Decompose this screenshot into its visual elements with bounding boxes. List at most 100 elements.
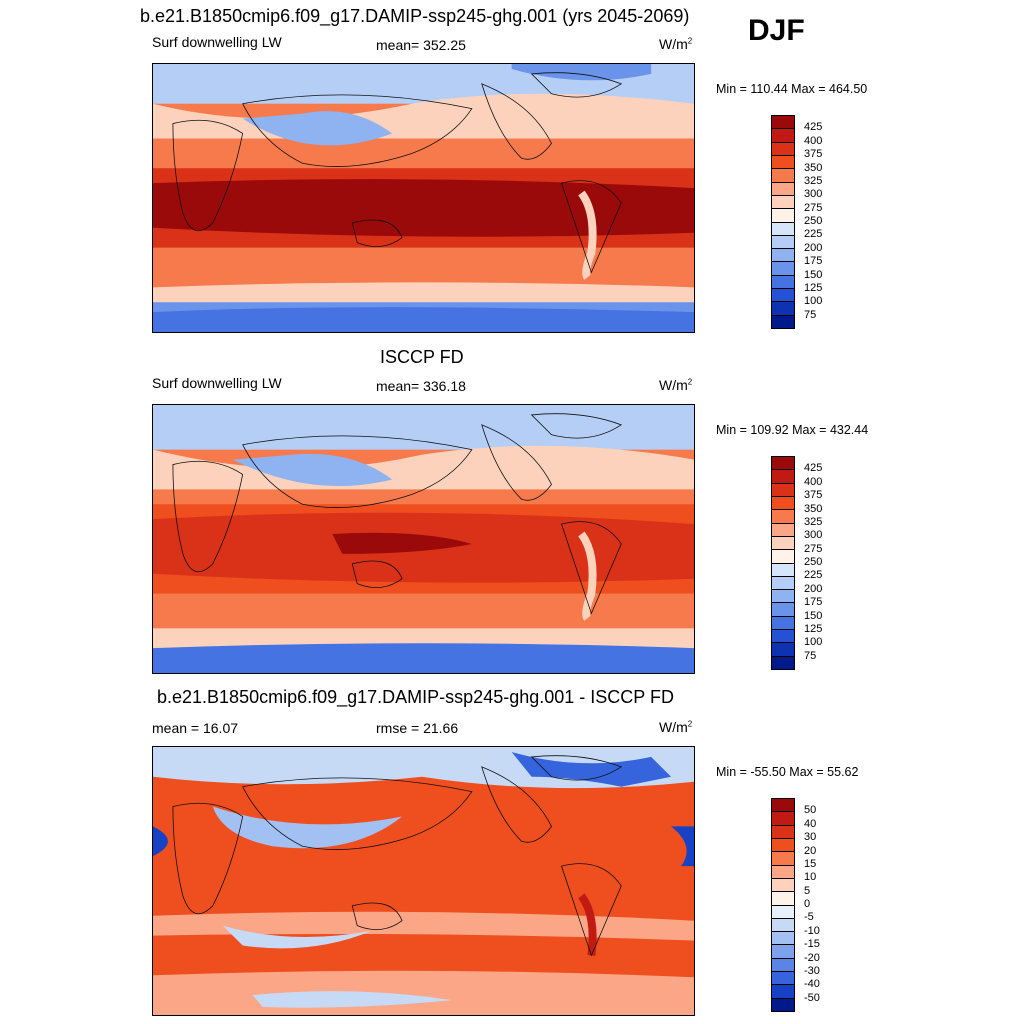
colorbar-swatch	[772, 315, 794, 328]
panel2-mean-label: mean= 336.18	[376, 378, 466, 394]
colorbar-tick-label: 125	[804, 622, 823, 635]
colorbar-swatch	[772, 918, 794, 933]
colorbar-tick-label: 50	[804, 804, 817, 817]
colorbar-tick-label: 40	[804, 817, 817, 830]
colorbar-swatch	[772, 262, 794, 276]
colorbar-swatch	[772, 195, 794, 210]
colorbar-swatch	[772, 510, 794, 524]
colorbar-swatch	[772, 972, 794, 986]
colorbar-swatch	[772, 523, 794, 537]
colorbar-tick-label: 400	[804, 134, 823, 147]
colorbar-swatch	[772, 155, 794, 170]
colorbar-tick-label: 400	[804, 475, 823, 488]
colorbar-swatch	[772, 483, 794, 497]
colorbar-tick-label: 425	[804, 462, 823, 475]
colorbar-swatch	[772, 643, 794, 657]
colorbar-tick-label: 275	[804, 542, 823, 555]
panel3-title: b.e21.B1850cmip6.f09_g17.DAMIP-ssp245-gh…	[157, 687, 674, 707]
panel2-minmax: Min = 109.92 Max = 432.44	[716, 423, 869, 437]
colorbar-tick-label: -10	[804, 924, 820, 937]
colorbar-tick-label: 200	[804, 241, 823, 254]
colorbar-swatch	[772, 563, 794, 577]
colorbar-swatch	[772, 905, 794, 919]
colorbar-tick-label: 375	[804, 489, 823, 502]
colorbar-swatch	[772, 457, 794, 471]
colorbar-swatch	[772, 945, 794, 959]
colorbar-swatch	[772, 985, 794, 999]
colorbar-tick-label: 375	[804, 148, 823, 161]
panel3-colorbar	[771, 798, 795, 1012]
panel3-mean-label: mean = 16.07	[152, 720, 239, 736]
colorbar-tick-label: 175	[804, 596, 823, 609]
colorbar-tick-label: -5	[804, 911, 814, 924]
panel1-minmax: Min = 110.44 Max = 464.50	[716, 82, 868, 96]
panel1-title: b.e21.B1850cmip6.f09_g17.DAMIP-ssp245-gh…	[140, 6, 690, 26]
colorbar-swatch	[772, 616, 794, 631]
colorbar-swatch	[772, 496, 794, 511]
colorbar-tick-label: 300	[804, 188, 823, 201]
colorbar-swatch	[772, 812, 794, 826]
panel3-map	[152, 746, 695, 1016]
colorbar-tick-label: 125	[804, 281, 823, 294]
colorbar-tick-label: 425	[804, 121, 823, 134]
colorbar-tick-label: 250	[804, 556, 823, 568]
colorbar-tick-label: -40	[804, 978, 820, 991]
colorbar-tick-label: -50	[804, 991, 820, 1004]
colorbar-swatch	[772, 302, 794, 316]
colorbar-tick-label: 15	[804, 857, 817, 870]
colorbar-swatch	[772, 275, 794, 290]
colorbar-tick-label: 275	[804, 201, 823, 214]
colorbar-tick-label: 225	[804, 228, 823, 241]
colorbar-swatch	[772, 590, 794, 604]
panel3-units: W/m2	[659, 719, 693, 735]
colorbar-swatch	[772, 825, 794, 839]
colorbar-swatch	[772, 892, 794, 906]
colorbar-tick-label: 325	[804, 515, 823, 528]
panel2-units: W/m2	[659, 377, 693, 393]
colorbar-swatch	[772, 289, 794, 303]
colorbar-swatch	[772, 116, 794, 130]
colorbar-tick-label: 5	[804, 884, 811, 897]
colorbar-tick-label: 150	[804, 609, 823, 622]
panel2-title: ISCCP FD	[380, 347, 464, 367]
colorbar-tick-label: 350	[804, 502, 823, 515]
colorbar-tick-label: -20	[804, 951, 820, 964]
colorbar-swatch	[772, 865, 794, 879]
panel3-minmax: Min = -55.50 Max = 55.62	[716, 765, 859, 779]
colorbar-swatch	[772, 209, 794, 223]
colorbar-swatch	[772, 470, 794, 484]
panel1-units: W/m2	[659, 36, 693, 52]
colorbar-swatch	[772, 129, 794, 143]
colorbar-swatch	[772, 630, 794, 644]
colorbar-swatch	[772, 958, 794, 973]
colorbar-swatch	[772, 169, 794, 183]
colorbar-tick-label: 30	[804, 831, 817, 844]
colorbar-tick-label: 10	[804, 871, 817, 884]
colorbar-tick-label: 150	[804, 268, 823, 281]
colorbar-swatch	[772, 838, 794, 853]
colorbar-tick-label: -15	[804, 938, 820, 951]
colorbar-tick-label: 225	[804, 569, 823, 582]
colorbar-tick-label: 0	[804, 898, 811, 910]
colorbar-tick-label: 20	[804, 844, 817, 857]
colorbar-tick-label: 175	[804, 255, 823, 268]
panel1-map	[152, 63, 695, 333]
colorbar-swatch	[772, 998, 794, 1011]
colorbar-swatch	[772, 878, 794, 893]
colorbar-tick-label: 100	[804, 295, 823, 308]
colorbar-tick-label: 75	[804, 308, 817, 321]
colorbar-swatch	[772, 932, 794, 946]
colorbar-tick-label: 300	[804, 529, 823, 542]
panel2-colorbar	[771, 456, 795, 670]
colorbar-tick-label: 250	[804, 215, 823, 227]
colorbar-swatch	[772, 799, 794, 813]
colorbar-swatch	[772, 576, 794, 591]
panel3-rmse-label: rmse = 21.66	[376, 720, 459, 736]
colorbar-tick-label: -30	[804, 964, 820, 977]
panel2-variable-label: Surf downwelling LW	[152, 375, 282, 391]
colorbar-swatch	[772, 603, 794, 617]
colorbar-tick-label: 200	[804, 582, 823, 595]
colorbar-tick-label: 100	[804, 636, 823, 649]
colorbar-swatch	[772, 536, 794, 551]
colorbar-swatch	[772, 222, 794, 236]
